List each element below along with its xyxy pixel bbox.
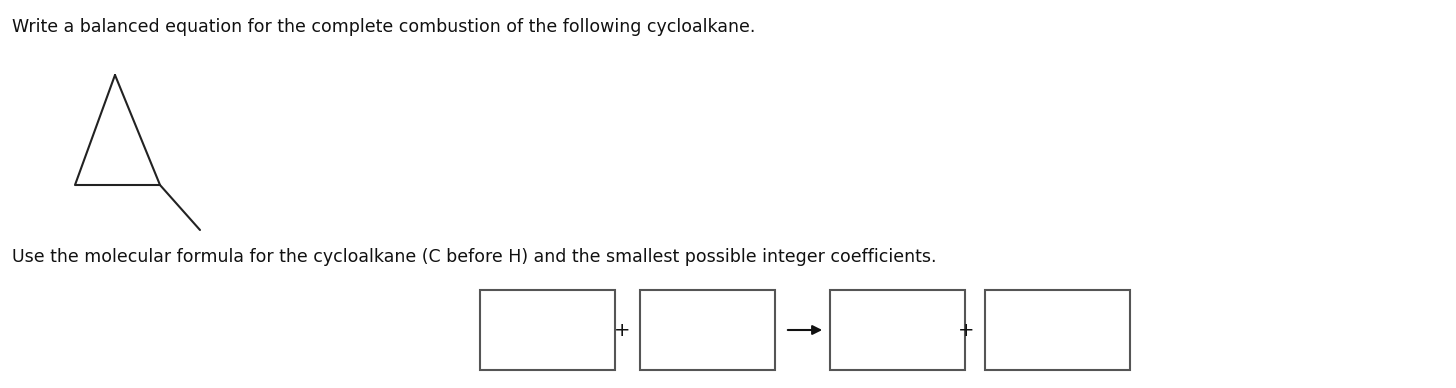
- Text: +: +: [958, 320, 974, 340]
- Text: Use the molecular formula for the cycloalkane (C before H) and the smallest poss: Use the molecular formula for the cycloa…: [12, 248, 936, 266]
- Bar: [480, 290, 614, 370]
- Bar: [641, 290, 775, 370]
- Bar: [986, 290, 1130, 370]
- Text: Write a balanced equation for the complete combustion of the following cycloalka: Write a balanced equation for the comple…: [12, 18, 756, 36]
- Text: +: +: [614, 320, 630, 340]
- Bar: [830, 290, 965, 370]
